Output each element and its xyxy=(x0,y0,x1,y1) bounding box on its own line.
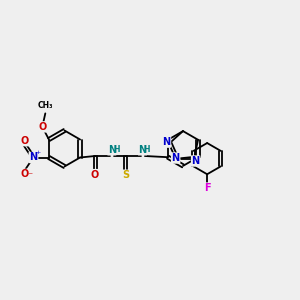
Text: N: N xyxy=(172,153,180,163)
Text: N: N xyxy=(108,145,116,155)
Text: N: N xyxy=(138,145,147,155)
Text: CH₃: CH₃ xyxy=(38,100,53,109)
Text: O: O xyxy=(21,169,29,179)
Text: H: H xyxy=(143,145,150,154)
Text: O: O xyxy=(21,136,29,146)
Text: H: H xyxy=(113,145,119,154)
Text: N: N xyxy=(162,137,170,147)
Text: O: O xyxy=(38,122,46,132)
Text: O: O xyxy=(91,169,99,180)
Text: ⁻: ⁻ xyxy=(28,172,33,182)
Text: +: + xyxy=(35,150,40,155)
Text: S: S xyxy=(122,170,129,180)
Text: F: F xyxy=(204,183,211,193)
Text: N: N xyxy=(192,156,200,166)
Text: N: N xyxy=(29,152,38,163)
